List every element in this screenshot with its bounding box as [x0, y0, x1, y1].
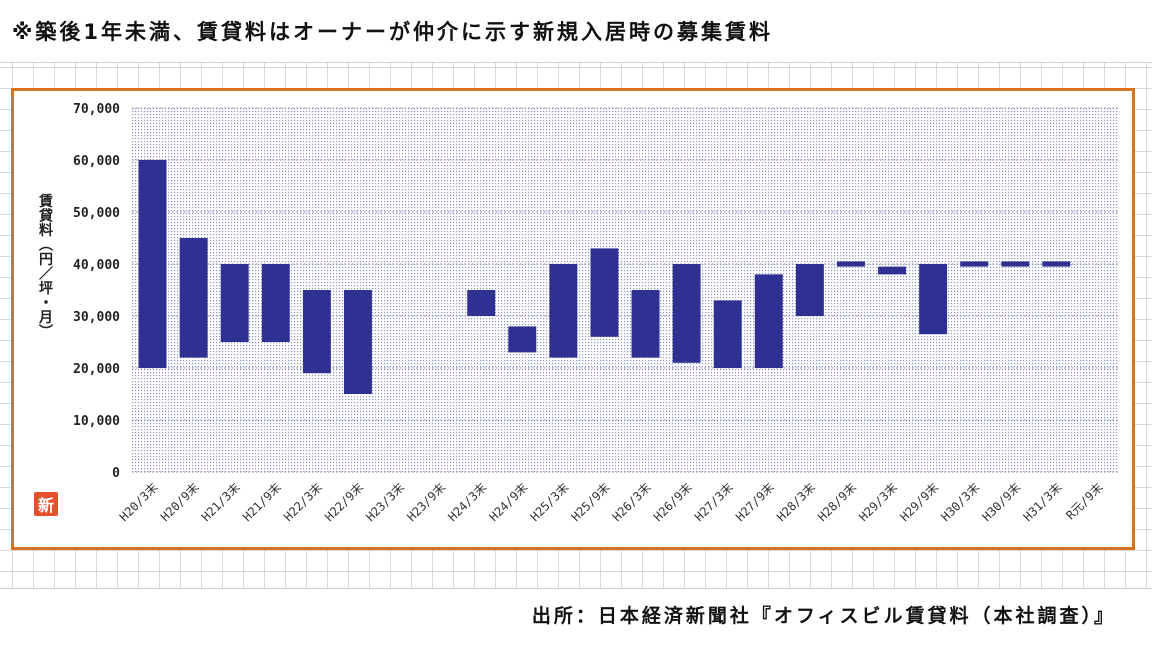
x-tick-label: H26/9末 [651, 480, 695, 524]
y-tick-label: 0 [112, 466, 120, 481]
bar-H28/9末 [836, 261, 865, 267]
plot-area [132, 108, 1118, 472]
y-axis-label-char: ︶ [38, 324, 53, 341]
y-axis-label-char: 坪 [39, 281, 53, 297]
bar-H24/3末 [467, 290, 496, 316]
x-tick-label: H22/9末 [322, 480, 366, 524]
bar-H20/3末 [138, 160, 167, 368]
x-tick-label: H28/9末 [815, 480, 859, 524]
y-axis-label-char: 円 [39, 252, 53, 268]
y-tick-label: 60,000 [73, 154, 120, 169]
bar-H29/9末 [919, 264, 948, 335]
x-tick-label: H24/9末 [486, 480, 530, 524]
y-axis-label-char: 料 [39, 222, 53, 239]
footer-band [0, 588, 1152, 649]
bar-H28/3末 [795, 264, 824, 316]
bar-H29/3末 [878, 266, 907, 275]
y-tick-label: 70,000 [73, 102, 120, 117]
nikkei-logo-icon: 新 [34, 492, 58, 516]
bar-H26/3末 [631, 290, 660, 358]
bar-H26/9末 [672, 264, 701, 363]
bar-H31/3末 [1042, 261, 1071, 267]
x-tick-label: R元/9末 [1063, 480, 1105, 522]
x-tick-label: H30/3末 [938, 480, 982, 524]
y-axis-label-char: 貸 [38, 208, 53, 225]
chart-note: ※築後1年未満、賃貸料はオーナーが仲介に示す新規入居時の募集賃料 [12, 20, 774, 44]
x-tick-label: H22/3末 [281, 480, 325, 524]
bar-H22/9末 [343, 290, 372, 394]
x-tick-label: H25/9末 [569, 480, 613, 524]
bar-H21/9末 [261, 264, 290, 342]
bar-H30/9末 [1001, 261, 1030, 267]
x-tick-label: H21/3末 [199, 480, 243, 524]
source-citation: 出所：日本経済新聞社『オフィスビル賃貸料（本社調査）』 [531, 605, 1116, 627]
bar-H27/9末 [754, 274, 783, 368]
x-tick-label: H23/3末 [363, 480, 407, 524]
x-axis: H20/3末H20/9末H21/3末H21/9末H22/3末H22/9末H23/… [117, 480, 1106, 524]
x-tick-label: H23/9末 [404, 480, 448, 524]
bars [138, 160, 1071, 394]
x-tick-label: H27/3末 [692, 480, 736, 524]
y-axis-label: 賃貸料︵円／坪・月︶ [38, 193, 53, 341]
bar-H24/9末 [508, 326, 537, 353]
y-tick-label: 40,000 [73, 258, 120, 273]
bar-H30/3末 [960, 261, 989, 267]
y-axis-label-char: ／ [39, 267, 53, 283]
x-tick-label: H30/9末 [979, 480, 1023, 524]
y-tick-label: 50,000 [73, 206, 120, 221]
x-tick-label: H20/3末 [117, 480, 161, 524]
y-axis: 0 10,000 20,000 30,000 40,000 50,000 60,000 70,… [73, 102, 120, 481]
y-axis-label-char: 月 [38, 310, 53, 326]
bar-H22/3末 [302, 290, 331, 374]
bar-H25/9末 [590, 248, 619, 337]
bar-H21/3末 [220, 264, 249, 342]
x-tick-label: H25/3末 [528, 480, 572, 524]
x-tick-label: H24/3末 [445, 480, 489, 524]
y-axis-label-char: 賃 [38, 193, 53, 210]
y-tick-label: 10,000 [73, 414, 120, 429]
header-band [0, 0, 1152, 63]
y-tick-label: 30,000 [73, 310, 120, 325]
x-tick-label: H28/3末 [774, 480, 818, 524]
gridlines [132, 107, 1118, 473]
bar-H27/3末 [713, 300, 742, 368]
x-tick-label: H29/3末 [856, 480, 900, 524]
x-tick-label: H21/9末 [240, 480, 284, 524]
x-tick-label: H29/9末 [897, 480, 941, 524]
y-tick-label: 20,000 [73, 362, 120, 377]
x-tick-label: H27/9末 [733, 480, 777, 524]
y-axis-label-char: ︵ [38, 238, 53, 254]
bar-H25/3末 [549, 264, 578, 358]
x-tick-label: H26/3末 [610, 480, 654, 524]
bar-H20/9末 [179, 238, 208, 358]
x-tick-label: H31/3末 [1021, 480, 1065, 524]
x-tick-label: H20/9末 [158, 480, 202, 524]
y-axis-label-char: ・ [39, 296, 53, 312]
